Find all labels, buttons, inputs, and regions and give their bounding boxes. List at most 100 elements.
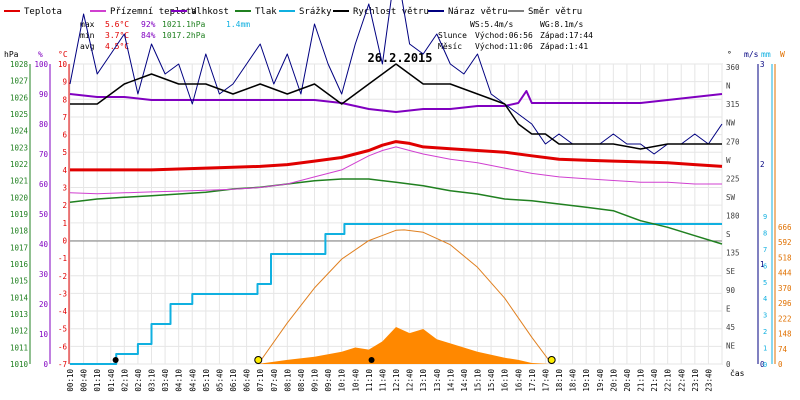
tick-label-humidity: 70 (39, 150, 49, 159)
tick-label-time: 05:10 (202, 369, 211, 392)
legend-item-ground-temperature: Přízemní teplota (90, 7, 197, 17)
tick-label-time: 12:40 (406, 369, 415, 392)
unit-deg: ° (727, 50, 732, 59)
tick-label-solar: 592 (778, 238, 792, 247)
tick-label-rain: 7 (763, 246, 767, 254)
tick-label-time: 04:40 (188, 369, 197, 392)
legend-item-temperature: Teplota (4, 7, 62, 17)
tick-label-time: 00:40 (80, 369, 89, 392)
tick-label-time: 21:10 (637, 369, 646, 392)
tick-label-time: 02:40 (134, 369, 143, 392)
tick-label-temperature: 1 (62, 219, 67, 228)
tick-label-direction: 225 (726, 174, 740, 183)
tick-label-humidity: 80 (39, 120, 49, 129)
tick-label-direction: 90 (726, 286, 736, 295)
tick-label-temperature: -3 (58, 289, 67, 298)
tick-label-time: 06:10 (229, 369, 238, 392)
tick-label-time: 09:40 (324, 369, 333, 392)
series-temperature (70, 140, 723, 172)
info-moonrise: Východ:11:06 (475, 42, 533, 51)
tick-label-solar: 74 (778, 345, 788, 354)
legend-item-rain: Srážky (279, 7, 332, 17)
tick-label-time: 23:40 (704, 369, 713, 392)
tick-label-solar: 666 (778, 223, 792, 232)
tick-label-temperature: 9 (62, 78, 67, 87)
unit-mm: mm (761, 50, 771, 59)
tick-label-time: 08:10 (283, 369, 292, 392)
tick-label-time: 05:40 (215, 369, 224, 392)
tick-label-hpa: 1016 (10, 260, 29, 269)
unit-pct: % (38, 50, 43, 59)
tick-label-time: 20:10 (609, 369, 618, 392)
unit-w: W (780, 50, 785, 59)
tick-label-time: 14:10 (446, 369, 455, 392)
tick-label-time: 15:40 (487, 369, 496, 392)
svg-text:Tlak: Tlak (255, 7, 277, 17)
tick-label-hpa: 1024 (10, 127, 29, 136)
tick-label-solar: 0 (778, 360, 783, 369)
series-rain (70, 223, 722, 365)
series-wind-gust (69, 0, 723, 155)
tick-label-direction: SW (726, 193, 736, 202)
tick-label-rain: 6 (763, 262, 767, 270)
tick-label-time: 18:10 (555, 369, 564, 392)
tick-label-hpa: 1022 (10, 160, 28, 169)
info-moonset: Západ:1:41 (540, 42, 588, 51)
tick-label-direction: 315 (726, 100, 740, 109)
tick-label-temperature: 4 (62, 166, 67, 175)
tick-label-humidity: 50 (39, 210, 49, 219)
info-moon-label: Měsíc (438, 42, 462, 51)
unit-ms: m/s (744, 50, 759, 59)
tick-label-time: 18:40 (569, 369, 578, 392)
tick-label-humidity: 40 (39, 240, 49, 249)
stats-avg-label: avg (80, 42, 95, 51)
stats-min-press: 1017.2hPa (162, 31, 206, 40)
tick-label-time: 16:10 (501, 369, 510, 392)
chart-marks (69, 0, 723, 365)
tick-label-time: 17:40 (541, 369, 550, 392)
series-ground-temperature (69, 146, 722, 195)
stats-min-temp: 3.7°C (105, 31, 129, 40)
tick-label-time: 14:40 (460, 369, 469, 392)
tick-label-rain: 2 (763, 328, 767, 336)
stats-max-label: max (80, 20, 95, 29)
svg-text:Přízemní teplota: Přízemní teplota (110, 7, 197, 17)
tick-label-hpa: 1020 (10, 193, 29, 202)
tick-label-direction: SE (726, 267, 736, 276)
tick-label-temperature: -7 (58, 360, 67, 369)
tick-label-time: 20:40 (623, 369, 632, 392)
tick-label-solar: 222 (778, 314, 792, 323)
series-solar (257, 327, 551, 364)
series-wind-speed (70, 63, 722, 150)
tick-label-time: 04:10 (175, 369, 184, 392)
tick-label-solar: 370 (778, 284, 792, 293)
tick-label-wind: 3 (760, 60, 765, 69)
tick-label-direction: 45 (726, 323, 735, 332)
tick-label-hpa: 1027 (10, 77, 28, 86)
stats-max-temp: 5.6°C (105, 20, 129, 29)
series-humidity (69, 90, 723, 113)
tick-label-time: 03:10 (148, 369, 157, 392)
tick-label-rain: 3 (763, 312, 767, 320)
tick-label-rain: 8 (763, 229, 767, 237)
legend: Teplota Přízemní teplota Vlhkost Tlak Sr… (4, 7, 582, 17)
stats-max-hum: 92% (141, 20, 156, 29)
tick-label-time: 19:40 (596, 369, 605, 392)
tick-label-wind: 2 (760, 160, 765, 169)
tick-label-hpa: 1025 (10, 110, 28, 119)
tick-label-time: 12:10 (392, 369, 401, 392)
tick-label-time: 13:40 (433, 369, 442, 392)
stats-block: max 5.6°C 92% 1021.1hPa 1.4mm min 3.7°C … (80, 20, 250, 51)
tick-label-temperature: 0 (62, 236, 67, 245)
tick-label-time: 08:40 (297, 369, 306, 392)
tick-label-time: 19:10 (582, 369, 591, 392)
tick-label-time: 22:10 (664, 369, 673, 392)
info-ws: WS:5.4m/s (470, 20, 514, 29)
tick-label-time: 01:10 (93, 369, 102, 392)
tick-label-temperature: 8 (62, 95, 67, 104)
tick-label-hpa: 1011 (10, 343, 28, 352)
tick-label-temperature: 10 (58, 60, 68, 69)
tick-label-temperature: -2 (58, 272, 67, 281)
tick-label-time: 09:10 (311, 369, 320, 392)
tick-label-wind: 1 (760, 260, 765, 269)
